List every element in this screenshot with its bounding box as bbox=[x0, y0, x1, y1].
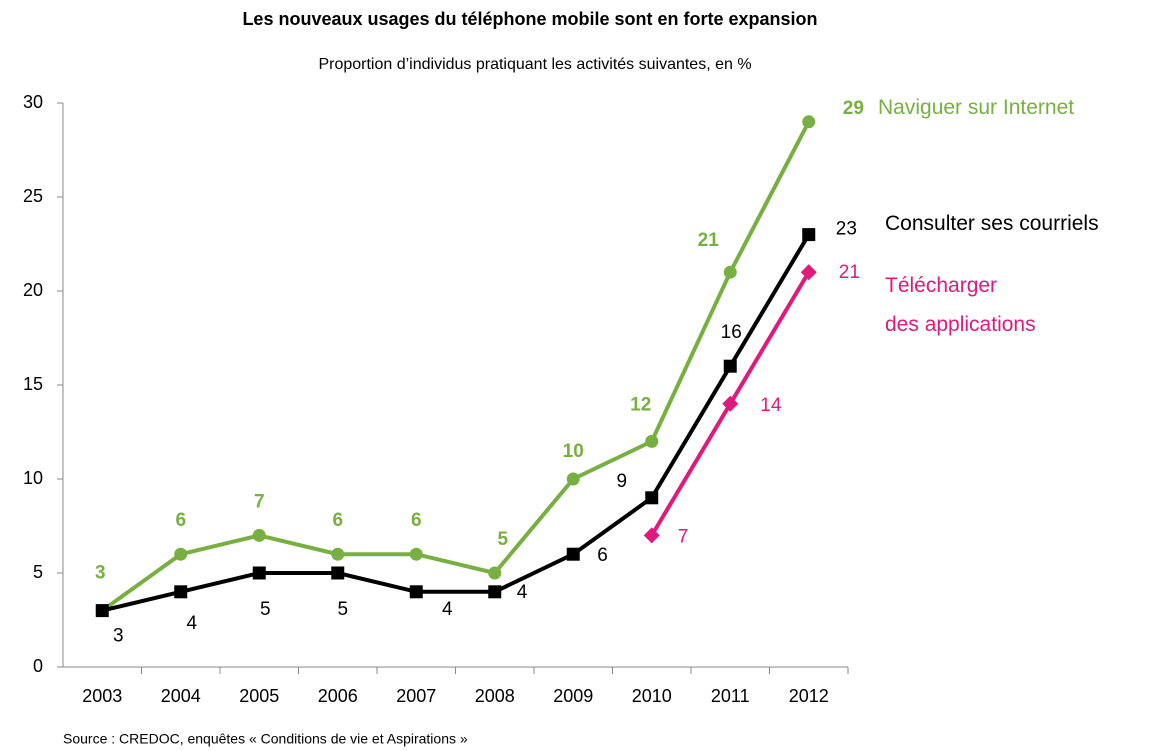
data-label: 4 bbox=[186, 613, 197, 634]
y-tick-label: 20 bbox=[23, 280, 43, 300]
series-label: Naviguer sur Internet bbox=[878, 96, 1075, 119]
x-tick-label: 2007 bbox=[396, 686, 436, 706]
chart-title: Les nouveaux usages du téléphone mobile … bbox=[242, 9, 817, 29]
x-tick-label: 2010 bbox=[632, 686, 672, 706]
data-label: 6 bbox=[332, 510, 343, 531]
marker bbox=[252, 528, 266, 542]
data-label: 21 bbox=[839, 262, 860, 283]
marker bbox=[174, 585, 188, 599]
marker bbox=[331, 547, 345, 561]
data-label: 7 bbox=[254, 491, 265, 512]
marker bbox=[409, 585, 423, 599]
data-label: 6 bbox=[597, 545, 608, 566]
marker bbox=[488, 566, 502, 580]
data-label: 29 bbox=[843, 98, 864, 119]
data-label: 6 bbox=[411, 510, 422, 531]
data-label: 5 bbox=[497, 529, 508, 550]
marker bbox=[174, 547, 188, 561]
marker bbox=[722, 395, 739, 412]
data-label: 16 bbox=[721, 322, 742, 343]
x-tick-label: 2008 bbox=[475, 686, 515, 706]
chart-subtitle: Proportion d’individus pratiquant les ac… bbox=[318, 56, 751, 73]
x-tick-label: 2012 bbox=[789, 686, 829, 706]
marker bbox=[566, 547, 580, 561]
data-label: 10 bbox=[563, 441, 584, 462]
marker bbox=[409, 547, 423, 561]
data-label: 14 bbox=[760, 395, 782, 416]
data-label: 6 bbox=[175, 510, 186, 531]
marker bbox=[331, 566, 345, 580]
data-label: 12 bbox=[630, 394, 651, 415]
marker bbox=[643, 527, 660, 544]
y-tick-label: 0 bbox=[33, 656, 43, 676]
marker bbox=[488, 585, 502, 599]
y-tick-label: 30 bbox=[23, 92, 43, 112]
marker bbox=[252, 566, 266, 580]
data-label: 3 bbox=[113, 626, 124, 647]
marker bbox=[645, 491, 659, 505]
data-label: 5 bbox=[337, 599, 348, 620]
marker bbox=[566, 472, 580, 486]
x-tick-label: 2011 bbox=[711, 686, 750, 706]
data-label: 3 bbox=[95, 563, 106, 584]
data-label: 9 bbox=[616, 471, 627, 492]
marker bbox=[800, 264, 817, 281]
y-tick-label: 25 bbox=[23, 186, 43, 206]
source: Source : CREDOC, enquêtes « Conditions d… bbox=[63, 731, 468, 747]
y-tick-label: 5 bbox=[33, 562, 43, 582]
marker bbox=[723, 359, 737, 373]
x-tick-label: 2005 bbox=[239, 686, 279, 706]
data-label: 4 bbox=[442, 599, 453, 620]
y-tick-label: 10 bbox=[23, 468, 43, 488]
marker bbox=[723, 265, 737, 279]
series-line bbox=[101, 233, 811, 613]
x-tick-label: 2004 bbox=[161, 686, 201, 706]
data-label: 23 bbox=[836, 219, 857, 240]
data-label: 7 bbox=[678, 526, 689, 547]
marker bbox=[95, 604, 109, 618]
series-label: Télécharger des applications bbox=[885, 274, 1036, 336]
series-label: Consulter ses courriels bbox=[885, 212, 1099, 235]
marker bbox=[802, 228, 816, 242]
x-tick-label: 2006 bbox=[318, 686, 358, 706]
y-tick-label: 15 bbox=[23, 374, 43, 394]
data-label: 4 bbox=[517, 582, 528, 603]
data-label: 5 bbox=[260, 599, 271, 620]
series-line bbox=[101, 120, 811, 613]
data-label: 21 bbox=[698, 230, 720, 251]
x-tick-label: 2009 bbox=[553, 686, 593, 706]
marker bbox=[802, 115, 816, 129]
x-tick-label: 2003 bbox=[82, 686, 122, 706]
marker bbox=[645, 434, 659, 448]
